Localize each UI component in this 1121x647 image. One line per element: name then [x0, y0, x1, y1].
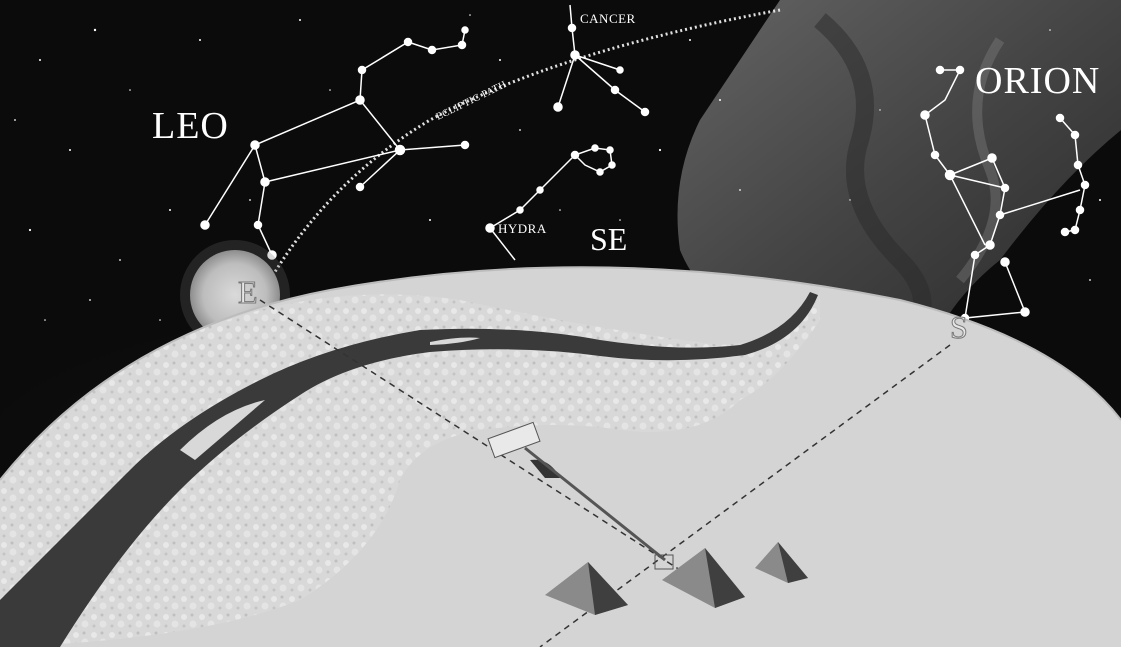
desert-east [0, 290, 820, 647]
nile-river [0, 292, 818, 647]
background-stars [14, 14, 1101, 321]
cancer-constellation [553, 4, 650, 117]
milky-way [677, 0, 1121, 350]
direction-southeast-label: SE [590, 221, 627, 257]
leo-constellation [200, 26, 470, 260]
hydra-label: HYDRA [498, 221, 547, 236]
orion-label: ORION [975, 60, 1100, 102]
earth-globe [0, 266, 1121, 647]
leo-label: LEO [152, 105, 229, 147]
south-alignment-line [539, 344, 951, 647]
sphinx-icon [487, 421, 560, 478]
causeway [524, 446, 666, 562]
hydra-constellation [485, 144, 616, 261]
cancer-label: CANCER [580, 11, 636, 26]
orion-constellation [920, 65, 1090, 323]
pyramid-icon [545, 542, 808, 615]
direction-east-label: E [238, 274, 258, 310]
direction-south-label: S [950, 309, 968, 345]
ecliptic-path [268, 8, 781, 281]
